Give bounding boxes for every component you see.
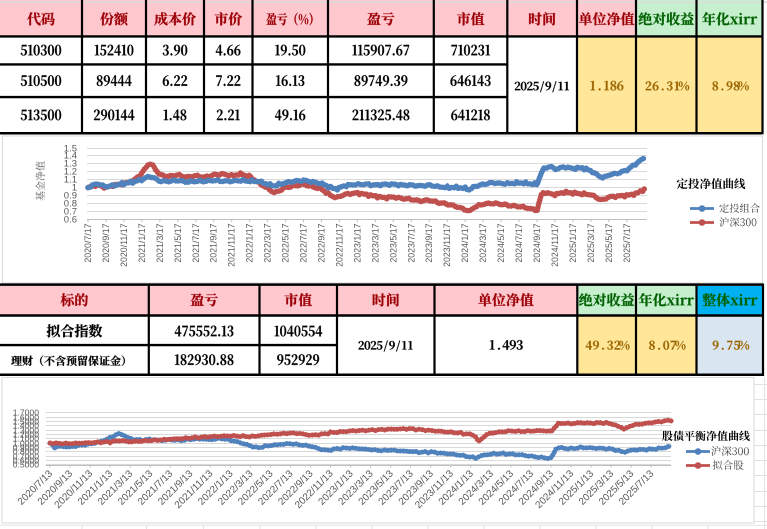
svg-text:1.1000: 1.1000 <box>13 434 40 444</box>
svg-text:1.2: 1.2 <box>64 167 77 178</box>
svg-text:0.9000: 0.9000 <box>13 443 40 453</box>
svg-text:2024/9/17: 2024/9/17 <box>532 223 542 262</box>
svg-text:2024/3/17: 2024/3/17 <box>478 223 488 262</box>
svg-text:2024/5/17: 2024/5/17 <box>496 223 506 262</box>
svg-text:1: 1 <box>72 183 77 194</box>
svg-text:1.5: 1.5 <box>64 144 77 155</box>
svg-text:1.6000: 1.6000 <box>13 413 40 423</box>
svg-text:2023/7/17: 2023/7/17 <box>406 223 416 262</box>
svg-text:1.0000: 1.0000 <box>13 439 40 449</box>
svg-text:2025/1/17: 2025/1/17 <box>568 223 578 262</box>
svg-text:1.7000: 1.7000 <box>13 408 40 418</box>
svg-text:1.3: 1.3 <box>64 159 77 170</box>
svg-text:2023/1/17: 2023/1/17 <box>352 223 362 262</box>
svg-text:0.8: 0.8 <box>64 199 77 210</box>
svg-text:0.6: 0.6 <box>64 215 77 226</box>
svg-text:2024/7/17: 2024/7/17 <box>514 223 524 262</box>
svg-text:0.9: 0.9 <box>64 191 77 202</box>
svg-text:2021/7/17: 2021/7/17 <box>191 223 201 262</box>
svg-text:2022/1/17: 2022/1/17 <box>245 223 255 262</box>
svg-text:0.7: 0.7 <box>64 207 77 218</box>
svg-text:0.6000: 0.6000 <box>13 456 40 466</box>
svg-text:2023/9/17: 2023/9/17 <box>424 223 434 262</box>
svg-text:2020/11/17: 2020/11/17 <box>119 223 129 266</box>
svg-text:2025/5/17: 2025/5/17 <box>604 223 614 262</box>
svg-text:2021/3/17: 2021/3/17 <box>155 223 165 262</box>
svg-text:2022/11/17: 2022/11/17 <box>334 223 344 266</box>
svg-text:1.5000: 1.5000 <box>13 417 40 427</box>
svg-text:2022/5/17: 2022/5/17 <box>281 223 291 262</box>
svg-text:0.7000: 0.7000 <box>13 452 40 462</box>
svg-text:1.4000: 1.4000 <box>13 421 40 431</box>
svg-text:2022/7/17: 2022/7/17 <box>299 223 309 262</box>
svg-text:2025/7/17: 2025/7/17 <box>622 223 632 262</box>
svg-text:2022/3/17: 2022/3/17 <box>263 223 273 262</box>
svg-text:2023/3/17: 2023/3/17 <box>370 223 380 262</box>
svg-text:2024/1/17: 2024/1/17 <box>460 223 470 262</box>
svg-text:2021/1/17: 2021/1/17 <box>137 223 147 262</box>
svg-text:2020/9/17: 2020/9/17 <box>101 223 111 262</box>
svg-text:2021/5/17: 2021/5/17 <box>173 223 183 262</box>
svg-text:2021/9/17: 2021/9/17 <box>209 223 219 262</box>
svg-text:1.2000: 1.2000 <box>13 430 40 440</box>
svg-text:1.4: 1.4 <box>64 151 77 162</box>
svg-text:0.8000: 0.8000 <box>13 447 40 457</box>
svg-text:2020/7/17: 2020/7/17 <box>83 223 93 262</box>
svg-text:2022/9/17: 2022/9/17 <box>317 223 327 262</box>
svg-text:2021/11/17: 2021/11/17 <box>227 223 237 266</box>
svg-text:2023/5/17: 2023/5/17 <box>388 223 398 262</box>
svg-text:0.5000: 0.5000 <box>13 460 40 470</box>
svg-text:2023/11/17: 2023/11/17 <box>442 223 452 266</box>
svg-text:1.1: 1.1 <box>64 175 77 186</box>
svg-text:2025/3/17: 2025/3/17 <box>586 223 596 262</box>
svg-text:2024/11/17: 2024/11/17 <box>550 223 560 266</box>
svg-text:1.3000: 1.3000 <box>13 426 40 436</box>
